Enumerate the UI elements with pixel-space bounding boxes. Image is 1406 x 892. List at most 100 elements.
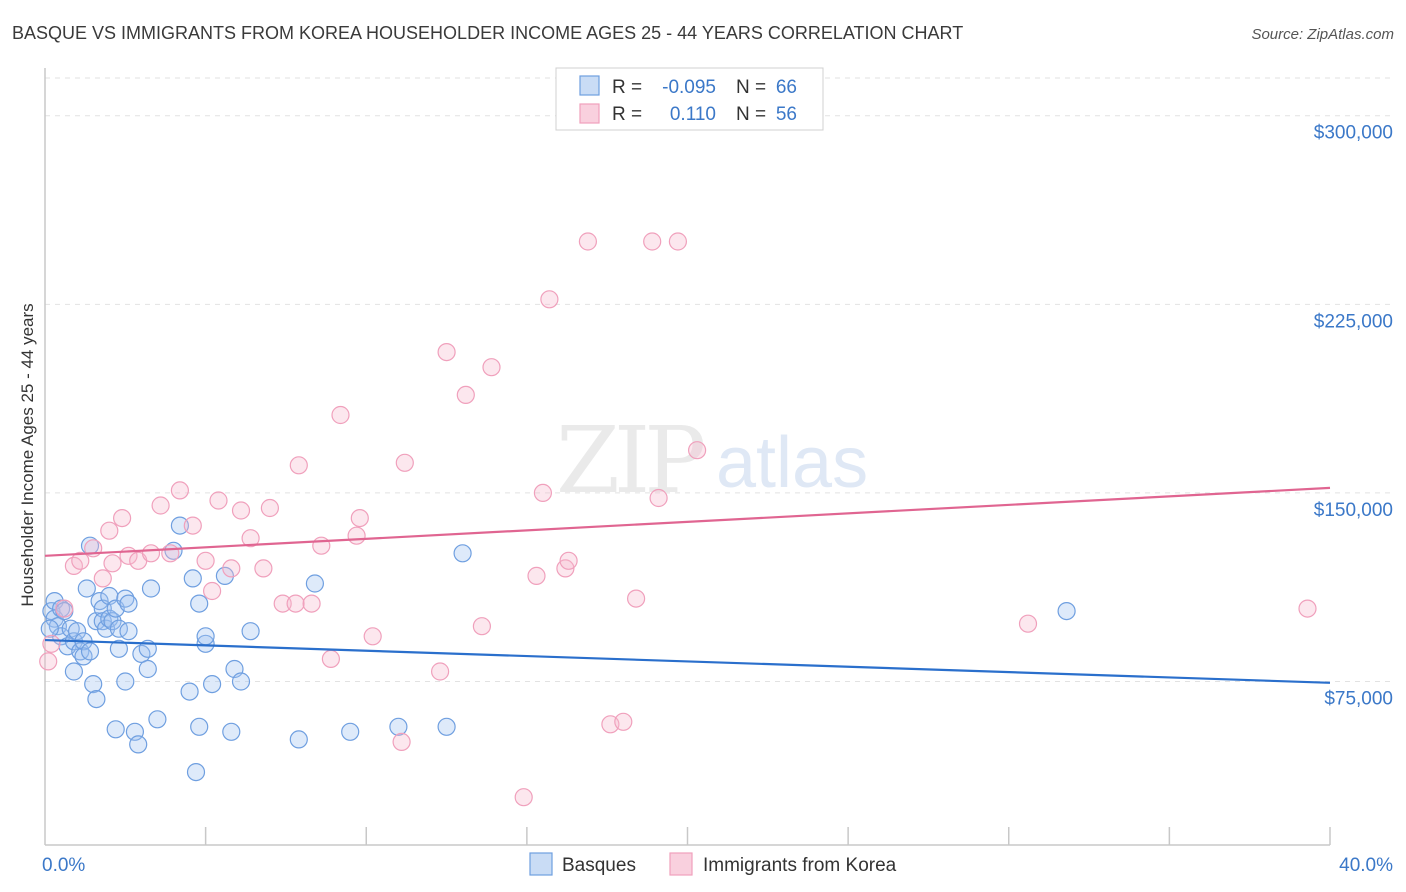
legend-n-label-basques: N =	[736, 77, 766, 98]
point-korea	[260, 498, 279, 518]
point-basques	[241, 622, 260, 641]
point-basques	[80, 642, 100, 661]
point-korea	[289, 456, 308, 475]
point-korea	[183, 516, 202, 535]
gridlines	[45, 77, 1392, 683]
x-tick-label: 0.0%	[42, 855, 85, 876]
point-korea	[1018, 614, 1038, 633]
bottom-legend: Basques Immigrants from Korea	[529, 852, 897, 876]
point-korea	[643, 232, 662, 251]
point-korea	[196, 551, 215, 570]
point-basques	[215, 566, 234, 586]
bottom-legend-label-korea: Immigrants from Korea	[703, 855, 897, 876]
legend-n-label-korea: N =	[736, 104, 766, 125]
point-korea	[687, 441, 707, 460]
point-basques	[148, 710, 167, 729]
point-basques	[341, 722, 360, 741]
point-basques	[141, 579, 161, 598]
point-basques	[96, 619, 116, 638]
point-korea	[141, 544, 161, 563]
point-korea	[161, 544, 180, 563]
point-basques	[186, 762, 206, 782]
watermark-atlas: atlas	[716, 423, 868, 503]
point-basques	[1057, 601, 1076, 621]
point-korea	[209, 491, 228, 510]
point-korea	[437, 343, 456, 362]
point-basques	[183, 569, 202, 588]
point-basques	[190, 717, 209, 736]
point-korea	[331, 405, 350, 425]
chart-title: BASQUE VS IMMIGRANTS FROM KOREA HOUSEHOL…	[12, 23, 963, 43]
point-basques	[305, 574, 324, 593]
point-korea	[363, 627, 382, 646]
bottom-legend-label-basques: Basques	[562, 855, 636, 876]
point-korea	[395, 453, 414, 472]
point-basques	[231, 672, 251, 691]
point-basques	[222, 722, 241, 741]
trendline-basques	[44, 638, 1331, 684]
legend-frame	[555, 67, 824, 131]
point-korea	[42, 634, 61, 653]
y-tick-labels: $75,000 $150,000 $225,000 $300,000	[1314, 123, 1393, 710]
point-basques	[109, 639, 129, 658]
point-basques	[100, 609, 119, 628]
point-basques	[84, 674, 103, 694]
point-basques	[119, 594, 138, 613]
point-korea	[103, 554, 122, 573]
point-korea	[392, 732, 411, 752]
point-korea	[668, 232, 688, 251]
point-basques	[67, 622, 87, 641]
point-basques	[180, 682, 199, 701]
series-basques-points	[40, 516, 1076, 782]
point-basques	[71, 642, 90, 661]
legend-r-value-basques: -0.095	[662, 77, 716, 98]
point-korea	[231, 501, 251, 520]
legend-box: R = -0.095 N = 66 R = 0.110 N = 56	[555, 67, 824, 131]
legend-n-value-korea: 56	[776, 104, 797, 125]
y-tick-label: $225,000	[1314, 311, 1393, 332]
point-korea	[39, 652, 58, 671]
point-basques	[190, 594, 209, 613]
point-basques	[119, 622, 138, 641]
point-korea	[559, 551, 578, 570]
point-basques	[64, 662, 84, 681]
point-korea	[649, 488, 668, 508]
point-basques	[170, 516, 189, 535]
bottom-legend-swatch-basques	[529, 852, 553, 876]
point-korea	[1298, 599, 1317, 618]
watermark: ZIP atlas	[556, 407, 868, 514]
point-korea	[222, 559, 241, 578]
point-korea	[472, 617, 491, 636]
point-basques	[138, 659, 157, 679]
point-korea	[350, 508, 369, 528]
legend-n-value-basques: 66	[776, 77, 797, 98]
legend-r-label-basques: R =	[612, 77, 642, 98]
point-basques	[437, 717, 456, 736]
point-korea	[93, 569, 112, 588]
point-korea	[273, 594, 292, 613]
point-korea	[626, 589, 646, 608]
watermark-zip: ZIP	[556, 407, 703, 514]
legend-r-label-korea: R =	[612, 104, 642, 125]
point-korea	[431, 662, 450, 681]
point-korea	[514, 788, 533, 807]
legend-r-value-korea: 0.110	[670, 104, 716, 125]
point-korea	[312, 536, 331, 555]
point-korea	[170, 481, 189, 500]
x-tick-labels: 0.0% 40.0%	[42, 855, 1393, 876]
point-basques	[87, 689, 106, 709]
point-korea	[112, 508, 132, 528]
series-korea-points	[39, 232, 1317, 807]
y-tick-label: $75,000	[1324, 689, 1393, 710]
point-korea	[71, 551, 90, 570]
point-basques	[116, 589, 135, 608]
trendline-korea	[44, 486, 1331, 557]
x-axis-ticks	[204, 827, 1331, 845]
chart-source: Source: ZipAtlas.com	[1251, 26, 1394, 43]
bottom-legend-swatch-korea	[669, 852, 693, 876]
point-basques	[40, 619, 59, 638]
point-korea	[203, 581, 222, 601]
point-basques	[203, 674, 222, 694]
point-korea	[241, 529, 260, 548]
